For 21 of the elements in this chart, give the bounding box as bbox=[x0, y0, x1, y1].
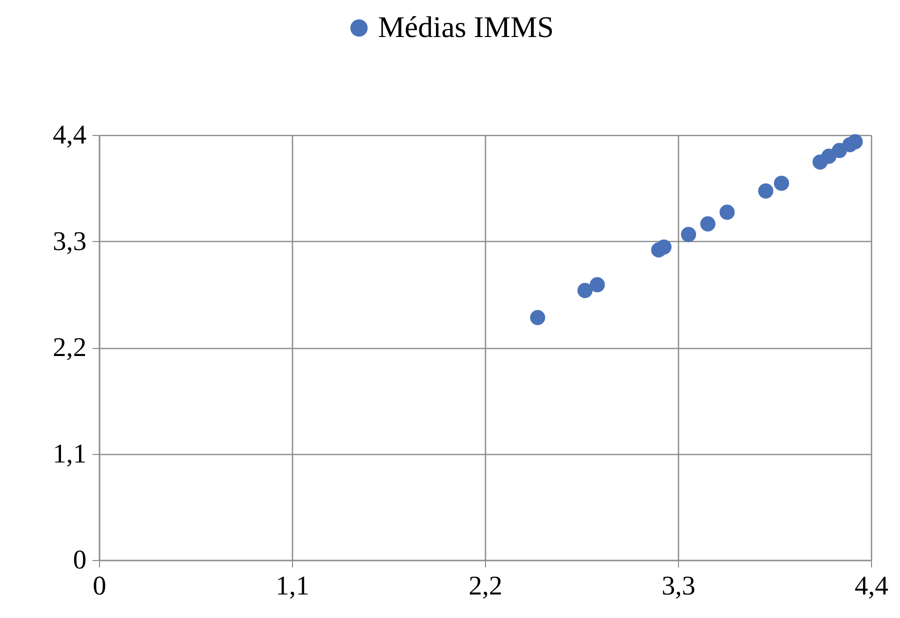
point bbox=[700, 216, 716, 232]
point bbox=[577, 282, 593, 298]
point bbox=[656, 239, 672, 255]
point bbox=[848, 134, 863, 150]
x-tick-label: 3,3 bbox=[662, 570, 696, 600]
x-tick-label: 0 bbox=[92, 570, 106, 600]
point bbox=[774, 176, 790, 191]
point bbox=[720, 204, 735, 220]
y-tick-label: 1,1 bbox=[52, 438, 86, 468]
point bbox=[680, 226, 696, 242]
y-tick-label: 0 bbox=[73, 544, 86, 574]
y-tick-label: 2,2 bbox=[52, 332, 86, 362]
y-tick-label: 4,4 bbox=[52, 120, 87, 150]
point bbox=[530, 310, 546, 326]
y-tick-label: 3,3 bbox=[52, 226, 86, 256]
legend-label: Médias IMMS bbox=[378, 11, 554, 44]
x-tick-label: 2,2 bbox=[468, 570, 502, 600]
x-tick-label: 4,4 bbox=[854, 570, 889, 600]
point bbox=[590, 277, 605, 292]
point bbox=[758, 183, 774, 199]
x-tick-label: 1,1 bbox=[276, 570, 310, 600]
